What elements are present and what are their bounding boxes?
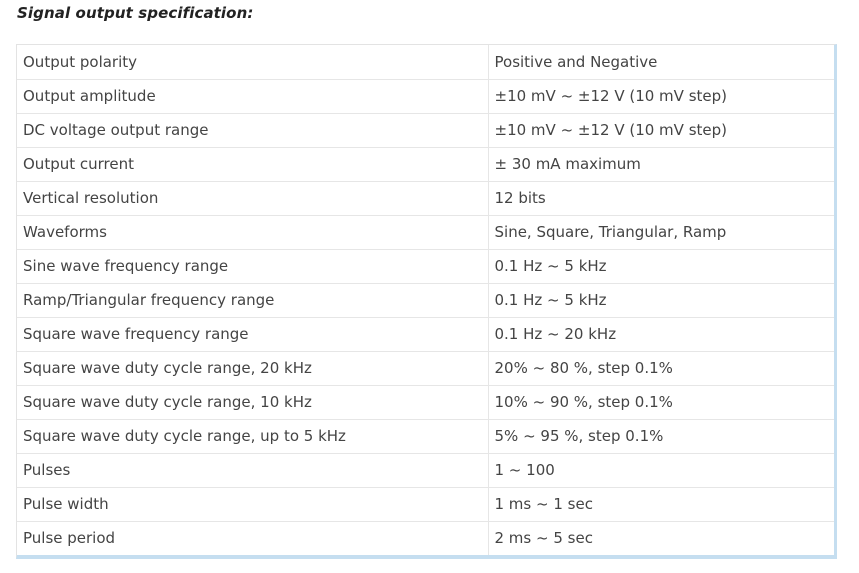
table-row: Output polarity Positive and Negative	[17, 45, 834, 80]
spec-label: Pulse width	[17, 487, 489, 522]
spec-label: Output amplitude	[17, 79, 489, 114]
table-row: Square wave duty cycle range, up to 5 kH…	[17, 419, 834, 454]
signal-output-spec-table: Output polarity Positive and Negative Ou…	[17, 45, 834, 555]
spec-value: Sine, Square, Triangular, Ramp	[488, 215, 834, 250]
spec-value: ±10 mV ~ ±12 V (10 mV step)	[488, 113, 834, 148]
spec-value: 12 bits	[488, 181, 834, 216]
spec-value: ± 30 mA maximum	[488, 147, 834, 182]
table-row: Pulse period 2 ms ~ 5 sec	[17, 521, 834, 555]
table-row: Square wave duty cycle range, 20 kHz 20%…	[17, 351, 834, 386]
table-row: DC voltage output range ±10 mV ~ ±12 V (…	[17, 113, 834, 148]
section-title: Signal output specification:	[17, 4, 254, 22]
spec-value: 10% ~ 90 %, step 0.1%	[488, 385, 834, 420]
spec-value: 1 ms ~ 1 sec	[488, 487, 834, 522]
spec-label: Output polarity	[17, 45, 489, 80]
spec-table-container: Output polarity Positive and Negative Ou…	[16, 44, 837, 559]
table-row: Output current ± 30 mA maximum	[17, 147, 834, 182]
spec-label: Square wave duty cycle range, 10 kHz	[17, 385, 489, 420]
table-row: Waveforms Sine, Square, Triangular, Ramp	[17, 215, 834, 250]
spec-label: Square wave duty cycle range, up to 5 kH…	[17, 419, 489, 454]
spec-value: 2 ms ~ 5 sec	[494, 529, 593, 548]
spec-label: Output current	[17, 147, 489, 182]
table-row: Square wave frequency range 0.1 Hz ~ 20 …	[17, 317, 834, 352]
spec-value: 1 ~ 100	[488, 453, 834, 488]
table-row: Vertical resolution 12 bits	[17, 181, 834, 216]
spec-value: 0.1 Hz ~ 5 kHz	[488, 283, 834, 318]
spec-value: 5% ~ 95 %, step 0.1%	[488, 419, 834, 454]
spec-value: 20% ~ 80 %, step 0.1%	[488, 351, 834, 386]
spec-label: DC voltage output range	[17, 113, 489, 148]
table-row: Pulses 1 ~ 100	[17, 453, 834, 488]
spec-label: Square wave duty cycle range, 20 kHz	[17, 351, 489, 386]
spec-label: Vertical resolution	[17, 181, 489, 216]
spec-label: Sine wave frequency range	[17, 249, 489, 284]
spec-value: Positive and Negative	[488, 45, 834, 80]
table-row: Output amplitude ±10 mV ~ ±12 V (10 mV s…	[17, 79, 834, 114]
spec-label: Square wave frequency range	[17, 317, 489, 352]
table-row: Pulse width 1 ms ~ 1 sec	[17, 487, 834, 522]
spec-label: Pulses	[17, 453, 489, 488]
table-row: Sine wave frequency range 0.1 Hz ~ 5 kHz	[17, 249, 834, 284]
spec-label: Ramp/Triangular frequency range	[17, 283, 489, 318]
spec-value: ±10 mV ~ ±12 V (10 mV step)	[488, 79, 834, 114]
spec-label: Waveforms	[17, 215, 489, 250]
table-row: Ramp/Triangular frequency range 0.1 Hz ~…	[17, 283, 834, 318]
table-row: Square wave duty cycle range, 10 kHz 10%…	[17, 385, 834, 420]
spec-label: Pulse period	[17, 521, 489, 555]
spec-value: 0.1 Hz ~ 20 kHz	[488, 317, 834, 352]
spec-value: 0.1 Hz ~ 5 kHz	[488, 249, 834, 284]
